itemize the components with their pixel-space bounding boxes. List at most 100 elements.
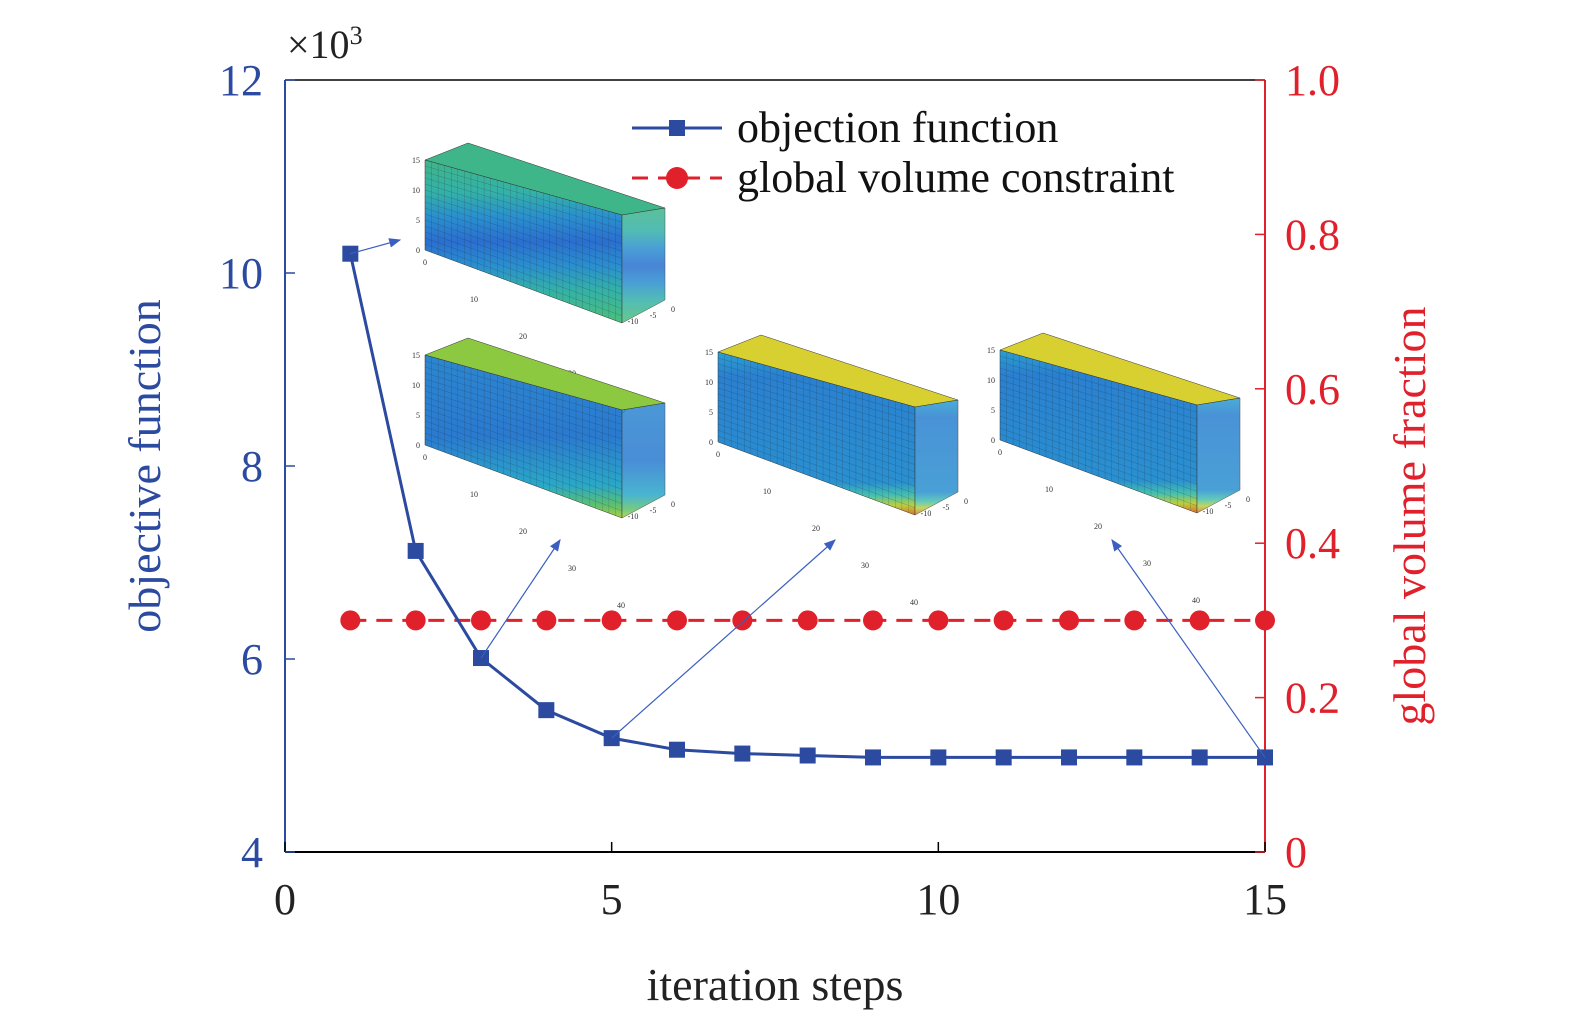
inset-mesh-line <box>717 405 916 472</box>
inset-z-tick: 0 <box>991 436 995 445</box>
inset-mesh-line <box>717 363 916 422</box>
point-objective-6 <box>669 741 685 758</box>
point-objective-7 <box>734 745 751 762</box>
inset-z-tick: 10 <box>987 376 995 385</box>
inset-z-tick: 10 <box>412 381 420 390</box>
inset-mesh-line <box>424 171 623 230</box>
point-objective-13 <box>1126 749 1143 766</box>
inset-y-tick: -5 <box>650 311 657 320</box>
inset-x-tick: 20 <box>519 332 527 341</box>
inset-mesh-line <box>424 231 623 302</box>
left-y-tick-label: 10 <box>219 249 263 298</box>
left-y-tick-label: 12 <box>219 56 263 105</box>
inset-mesh-line <box>999 391 1198 456</box>
inset-mesh-line <box>999 385 1198 449</box>
inset-arrow <box>1111 539 1266 758</box>
point-volume-4 <box>536 610 557 631</box>
inset-mesh-line <box>717 393 916 458</box>
inset-y-tick: -5 <box>1225 501 1232 510</box>
inset-y-tick: 0 <box>671 500 675 509</box>
point-volume-6 <box>667 610 687 631</box>
inset-mesh-line <box>424 426 623 497</box>
right-y-tick-label: 0.2 <box>1285 674 1340 723</box>
inset-mesh-line <box>424 420 623 490</box>
inset-x-tick: 10 <box>470 490 478 499</box>
point-volume-2 <box>405 610 426 631</box>
point-objective-10 <box>930 749 947 766</box>
right-y-tick-label: 1.0 <box>1285 56 1340 105</box>
point-objective-1 <box>342 245 359 262</box>
point-volume-14 <box>1189 610 1210 631</box>
inset-x-tick: 20 <box>1094 522 1102 531</box>
x-tick-label: 15 <box>1243 875 1287 924</box>
inset-side-face <box>621 207 666 324</box>
inset-z-tick: 10 <box>412 186 420 195</box>
inset-mesh-line <box>424 225 623 295</box>
inset-mesh-line <box>424 396 623 461</box>
right-y-tick-label: 0.6 <box>1285 365 1340 414</box>
point-objective-2 <box>407 542 424 559</box>
inset-z-tick: 5 <box>416 411 420 420</box>
right-y-tick-label: 0 <box>1285 828 1307 877</box>
inset-mesh-line <box>424 219 623 288</box>
point-objective-4 <box>538 702 555 719</box>
inset-z-tick: 5 <box>991 406 995 415</box>
inset-y-tick: -10 <box>628 512 639 521</box>
inset-mesh-line <box>999 373 1198 434</box>
inset-z-tick: 5 <box>416 216 420 225</box>
inset-mesh-line <box>999 427 1198 499</box>
inset-y-tick: 0 <box>1246 495 1250 504</box>
inset-mesh-line <box>999 361 1198 420</box>
inset-mesh-line <box>999 421 1198 492</box>
inset-mesh-line <box>717 411 916 480</box>
inset-mesh-line <box>424 189 623 252</box>
point-volume-1 <box>340 610 361 631</box>
inset-x-tick: 40 <box>910 598 918 607</box>
inset-y-tick: -10 <box>628 317 639 326</box>
inset-z-tick: 0 <box>709 438 713 447</box>
point-objective-11 <box>995 749 1012 766</box>
inset-mesh-line <box>424 366 623 425</box>
inset-mesh-line <box>717 435 916 508</box>
inset-mesh-line <box>424 378 623 439</box>
right-y-tick-label: 0.4 <box>1285 519 1340 568</box>
inset-x-tick: 0 <box>998 448 1002 457</box>
point-objective-12 <box>1061 749 1077 766</box>
inset-mesh-line <box>424 165 623 223</box>
inset-mesh-line <box>717 387 916 451</box>
inset-y-tick: -10 <box>921 509 932 518</box>
inset-mesh-line <box>424 402 623 468</box>
inset-y-tick: -5 <box>650 506 657 515</box>
x-tick-label: 5 <box>601 875 623 924</box>
inset-mesh-line <box>717 381 916 444</box>
right-y-tick-label: 0.8 <box>1285 210 1340 259</box>
inset-arrow <box>350 238 402 255</box>
inset-x-tick: 0 <box>423 453 427 462</box>
legend-marker-objective <box>669 120 685 136</box>
y-multiplier-label: ×103 <box>287 21 363 67</box>
left-y-tick-label: 8 <box>241 442 263 491</box>
inset-x-tick: 0 <box>423 258 427 267</box>
inset-z-tick: 0 <box>416 246 420 255</box>
inset-x-tick: 10 <box>470 295 478 304</box>
inset-mesh-line <box>717 375 916 436</box>
inset-mesh-line <box>424 360 623 418</box>
inset-mesh-line <box>424 408 623 475</box>
inset-mesh-line <box>717 423 916 494</box>
point-volume-8 <box>797 610 818 631</box>
inset-z-tick: 5 <box>709 408 713 417</box>
inset-mesh-line <box>999 409 1198 478</box>
inset-mesh-line <box>424 243 623 316</box>
inset-mesh-line <box>424 195 623 259</box>
legend-label-objective: objection function <box>737 103 1058 152</box>
point-volume-3 <box>471 610 491 631</box>
point-objective-9 <box>865 749 881 766</box>
point-volume-10 <box>928 610 949 631</box>
inset-mesh-line <box>717 399 916 465</box>
inset-side-face <box>621 402 666 519</box>
